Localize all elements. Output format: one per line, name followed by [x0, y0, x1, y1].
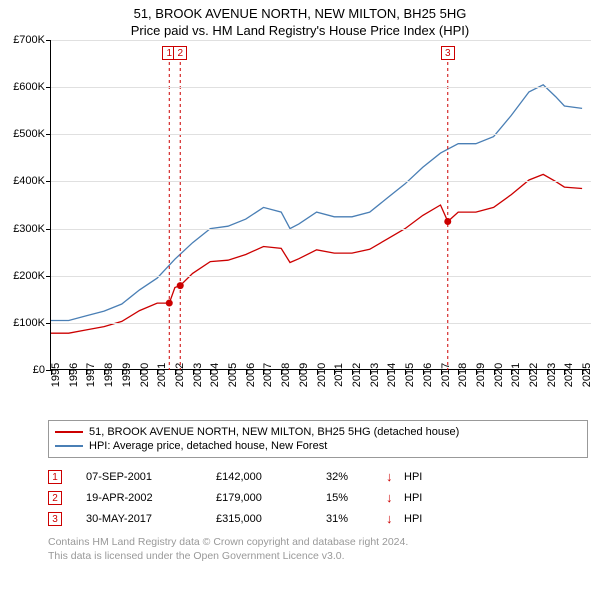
ytick-label: £0	[33, 364, 45, 376]
xtick-label: 2020	[493, 363, 505, 387]
ytick	[46, 276, 51, 277]
ytick	[46, 181, 51, 182]
sale-hpi-label: HPI	[404, 513, 444, 525]
xtick-label: 1996	[68, 363, 80, 387]
legend-swatch	[55, 445, 83, 447]
legend-row: HPI: Average price, detached house, New …	[55, 439, 581, 453]
sale-price: £179,000	[216, 492, 326, 504]
xtick-label: 1997	[85, 363, 97, 387]
ytick-label: £700K	[13, 34, 45, 46]
xtick-label: 2005	[227, 363, 239, 387]
sale-hpi-label: HPI	[404, 492, 444, 504]
sale-diff: 31%	[326, 513, 386, 525]
sale-idx: 1	[48, 470, 62, 484]
sale-diff: 32%	[326, 471, 386, 483]
xtick-label: 2002	[174, 363, 186, 387]
chart-container: 51, BROOK AVENUE NORTH, NEW MILTON, BH25…	[0, 0, 600, 590]
xtick-label: 2023	[546, 363, 558, 387]
title-address: 51, BROOK AVENUE NORTH, NEW MILTON, BH25…	[0, 6, 600, 21]
xtick-label: 2018	[457, 363, 469, 387]
xtick-label: 2007	[262, 363, 274, 387]
sale-diff: 15%	[326, 492, 386, 504]
series-subject	[51, 174, 582, 333]
chart-area: 123 £0£100K£200K£300K£400K£500K£600K£700…	[50, 40, 590, 410]
gridline	[51, 87, 591, 88]
xtick-label: 2006	[245, 363, 257, 387]
down-arrow-icon: ↓	[386, 490, 404, 505]
ytick-label: £400K	[13, 175, 45, 187]
sale-row: 1 07-SEP-2001£142,00032%↓HPI	[48, 466, 588, 487]
sale-price: £315,000	[216, 513, 326, 525]
down-arrow-icon: ↓	[386, 469, 404, 484]
gridline	[51, 229, 591, 230]
gridline	[51, 276, 591, 277]
title-block: 51, BROOK AVENUE NORTH, NEW MILTON, BH25…	[0, 0, 600, 40]
sales-table: 107-SEP-2001£142,00032%↓HPI219-APR-2002£…	[48, 466, 588, 529]
xtick-label: 2021	[510, 363, 522, 387]
legend-swatch	[55, 431, 83, 433]
sale-idx: 2	[48, 491, 62, 505]
xtick-label: 2014	[386, 363, 398, 387]
gridline	[51, 40, 591, 41]
ytick-label: £200K	[13, 270, 45, 282]
xtick-label: 1995	[50, 363, 62, 387]
footer: Contains HM Land Registry data © Crown c…	[48, 535, 588, 563]
sale-row: 2 19-APR-2002£179,00015%↓HPI	[48, 487, 588, 508]
ytick-label: £500K	[13, 128, 45, 140]
xtick-label: 2008	[280, 363, 292, 387]
series-hpi	[51, 85, 582, 321]
xtick-label: 2015	[404, 363, 416, 387]
xtick-label: 2012	[351, 363, 363, 387]
xtick-label: 2009	[298, 363, 310, 387]
xtick-label: 2010	[316, 363, 328, 387]
ytick	[46, 134, 51, 135]
xtick-label: 2024	[563, 363, 575, 387]
xtick-label: 1998	[103, 363, 115, 387]
ytick	[46, 87, 51, 88]
xtick-label: 2019	[475, 363, 487, 387]
sale-date: 19-APR-2002	[86, 492, 216, 504]
ytick-label: £600K	[13, 81, 45, 93]
xtick-label: 2017	[440, 363, 452, 387]
legend-label: 51, BROOK AVENUE NORTH, NEW MILTON, BH25…	[89, 426, 459, 438]
xtick-label: 2003	[192, 363, 204, 387]
xtick-label: 2013	[369, 363, 381, 387]
gridline	[51, 323, 591, 324]
legend-row: 51, BROOK AVENUE NORTH, NEW MILTON, BH25…	[55, 425, 581, 439]
xtick-label: 2025	[581, 363, 593, 387]
sale-price: £142,000	[216, 471, 326, 483]
ytick-label: £300K	[13, 223, 45, 235]
title-subtitle: Price paid vs. HM Land Registry's House …	[0, 23, 600, 38]
plot-region: 123	[50, 40, 590, 370]
sale-date: 07-SEP-2001	[86, 471, 216, 483]
sale-hpi-label: HPI	[404, 471, 444, 483]
xtick-label: 1999	[121, 363, 133, 387]
legend: 51, BROOK AVENUE NORTH, NEW MILTON, BH25…	[48, 420, 588, 458]
ytick	[46, 323, 51, 324]
gridline	[51, 181, 591, 182]
ytick	[46, 40, 51, 41]
gridline	[51, 134, 591, 135]
xtick-label: 2011	[333, 363, 345, 387]
sale-index-box: 3	[441, 46, 455, 60]
ytick	[46, 229, 51, 230]
sale-dot	[166, 300, 173, 307]
footer-line2: This data is licensed under the Open Gov…	[48, 549, 588, 563]
footer-line1: Contains HM Land Registry data © Crown c…	[48, 535, 588, 549]
ytick-label: £100K	[13, 317, 45, 329]
sale-date: 30-MAY-2017	[86, 513, 216, 525]
sale-dot	[177, 282, 184, 289]
sale-index-box: 2	[173, 46, 187, 60]
xtick-label: 2000	[139, 363, 151, 387]
xtick-label: 2001	[156, 363, 168, 387]
xtick-label: 2022	[528, 363, 540, 387]
sale-row: 3 30-MAY-2017£315,00031%↓HPI	[48, 508, 588, 529]
sale-idx: 3	[48, 512, 62, 526]
chart-svg	[51, 40, 591, 370]
down-arrow-icon: ↓	[386, 511, 404, 526]
xtick-label: 2016	[422, 363, 434, 387]
sale-dot	[444, 218, 451, 225]
legend-label: HPI: Average price, detached house, New …	[89, 440, 327, 452]
xtick-label: 2004	[209, 363, 221, 387]
